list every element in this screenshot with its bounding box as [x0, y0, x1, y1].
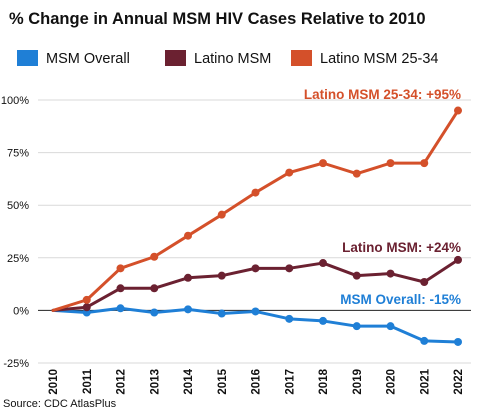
data-point — [319, 159, 327, 168]
data-point — [116, 264, 125, 273]
data-point — [420, 277, 429, 286]
data-point — [454, 106, 462, 115]
legend-label: Latino MSM — [194, 51, 271, 67]
series-annotation: Latino MSM 25-34: +95% — [304, 87, 461, 102]
legend-swatch — [17, 50, 38, 66]
y-tick-label: 50% — [7, 200, 29, 212]
legend-swatch — [165, 50, 186, 66]
data-point — [116, 284, 125, 293]
data-point — [352, 169, 361, 178]
data-point — [251, 264, 260, 273]
data-point — [386, 322, 395, 331]
series-annotation: Latino MSM: +24% — [342, 240, 461, 255]
series-0 — [51, 304, 462, 346]
grid — [38, 99, 471, 364]
x-tick-label: 2021 — [419, 368, 431, 394]
x-tick-label: 2019 — [352, 369, 364, 395]
data-point — [217, 271, 226, 280]
data-point — [217, 309, 226, 318]
legend-item: Latino MSM — [165, 50, 271, 67]
data-point — [454, 337, 462, 346]
x-tick-label: 2011 — [82, 368, 94, 394]
y-tick-label: -25% — [3, 358, 29, 370]
data-point — [420, 336, 429, 345]
data-point — [285, 314, 294, 323]
legend-item: Latino MSM 25-34 — [291, 50, 438, 67]
data-point — [82, 295, 91, 304]
data-point — [454, 255, 462, 264]
data-point — [386, 269, 395, 278]
data-point — [184, 273, 192, 282]
y-tick-label: 25% — [7, 253, 29, 265]
series-line — [51, 109, 460, 312]
legend-label: Latino MSM 25-34 — [320, 51, 438, 67]
y-tick-label: 75% — [7, 148, 29, 160]
annotations: MSM Overall: -15% Latino MSM: +24% Latino … — [304, 87, 461, 307]
data-point — [251, 307, 260, 316]
data-point — [319, 259, 327, 268]
data-point — [150, 284, 159, 293]
x-tick-label: 2013 — [149, 369, 161, 395]
x-tick-label: 2018 — [318, 368, 330, 394]
data-point — [116, 304, 125, 313]
y-axis: 100% 75% 50% 25% 0% -25% — [1, 95, 29, 370]
data-point — [184, 305, 192, 314]
legend-item: MSM Overall — [17, 50, 130, 67]
chart-title: % Change in Annual MSM HIV Cases Relativ… — [9, 10, 426, 28]
x-axis: 2010 2011 2012 2013 2014 2015 2016 2017 2018 2019… — [48, 368, 465, 394]
x-tick-label: 2022 — [453, 369, 465, 395]
data-point — [285, 168, 294, 177]
x-tick-label: 2014 — [183, 368, 195, 394]
x-tick-label: 2017 — [284, 369, 296, 395]
legend-swatch — [291, 50, 312, 66]
data-point — [251, 188, 260, 197]
x-tick-label: 2010 — [48, 369, 60, 395]
data-point — [184, 231, 192, 240]
data-point — [82, 303, 91, 312]
x-tick-label: 2015 — [217, 368, 229, 394]
data-point — [150, 308, 159, 317]
series-2 — [51, 106, 462, 312]
data-point — [217, 210, 226, 219]
x-tick-label: 2012 — [116, 369, 128, 395]
data-point — [420, 159, 429, 168]
data-point — [352, 271, 361, 280]
series-annotation: MSM Overall: -15% — [340, 292, 461, 307]
series-layer — [51, 106, 462, 346]
x-tick-label: 2020 — [386, 369, 398, 395]
source-note: Source: CDC AtlasPlus — [3, 398, 117, 410]
legend: MSM Overall Latino MSM Latino MSM 25-34 — [17, 50, 438, 67]
data-point — [352, 322, 361, 331]
data-point — [386, 159, 395, 168]
data-point — [150, 252, 159, 261]
x-tick-label: 2016 — [251, 369, 263, 395]
legend-label: MSM Overall — [46, 51, 130, 67]
y-tick-label: 100% — [1, 95, 29, 107]
series-1 — [51, 255, 462, 312]
y-tick-label: 0% — [13, 305, 29, 317]
data-point — [319, 316, 327, 325]
data-point — [285, 264, 294, 273]
